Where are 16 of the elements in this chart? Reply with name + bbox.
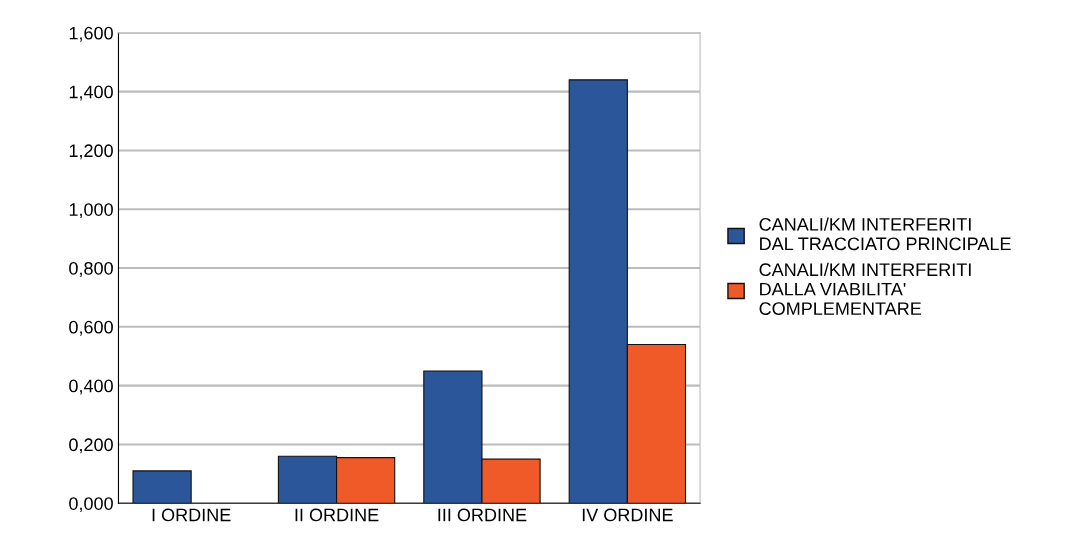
y-tick-label: 0,600: [69, 320, 113, 336]
legend-label: CANALI/KM INTERFERITI DALLA VIABILITA' COMPLEMENTARE: [759, 262, 971, 315]
y-tick-label: 1,400: [69, 85, 113, 101]
bar: [132, 470, 192, 504]
y-tick-label: 0,200: [69, 438, 113, 454]
y-tick-label: 1,000: [69, 203, 113, 219]
y-tick-label: 0,400: [69, 379, 113, 395]
y-tick-label: 0,000: [69, 497, 113, 513]
legend-label: CANALI/KM INTERFERITI DAL TRACCIATO PRINCIPALE: [759, 217, 1011, 251]
x-tick-label: I ORDINE: [152, 508, 231, 522]
x-tick-label: II ORDINE: [295, 508, 379, 522]
y-tick-label: 1,600: [69, 26, 113, 42]
x-tick-label: III ORDINE: [438, 508, 527, 522]
y-tick-label: 0,800: [69, 261, 113, 277]
x-tick-label: IV ORDINE: [582, 508, 673, 522]
y-tick-label: 1,200: [69, 144, 113, 160]
